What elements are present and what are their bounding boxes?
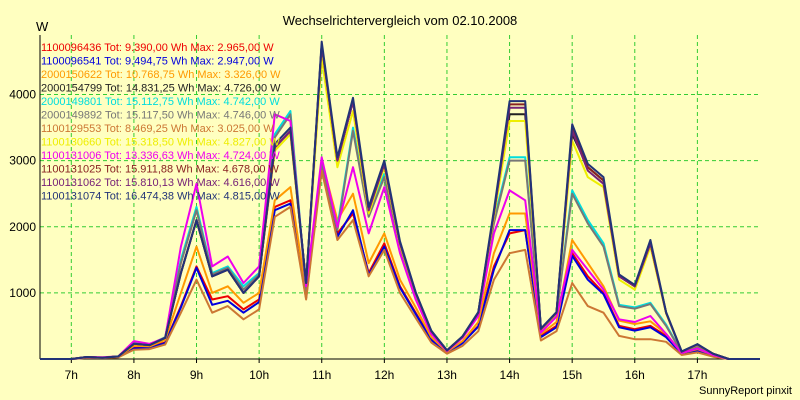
series-line-1100129553 [40, 169, 760, 360]
legend-entry-1100131006: 1100131006 Tot: 13.336,63 Wh Max: 4.724,… [41, 150, 280, 162]
legend-entry-2000149801: 2000149801 Tot: 15.112,75 Wh Max: 4.742,… [41, 96, 280, 108]
x-tick-label: 16h [625, 368, 645, 382]
legend-entry-2000150622: 2000150622 Tot: 10.768,75 Wh Max: 3.326,… [41, 69, 281, 81]
series-lines [40, 40, 760, 360]
y-tick-labels: 1000 2000 3000 4000 [9, 88, 36, 300]
legend: 1100096436 Tot: 9.390,00 Wh Max: 2.965,0… [41, 42, 281, 203]
legend-entry-1100096541: 1100096541 Tot: 9.494,75 Wh Max: 2.947,0… [41, 56, 274, 68]
series-line-2000150622 [40, 159, 760, 360]
axes [39, 35, 760, 363]
y-tick-label: 1000 [9, 286, 36, 300]
legend-entry-2000154799: 2000154799 Tot: 14.831,25 Wh Max: 4.726,… [41, 83, 281, 95]
legend-entry-1100129553: 1100129553 Tot: 8.469,25 Wh Max: 3.025,0… [41, 123, 274, 135]
legend-entry-1100131025: 1100131025 Tot: 15.911,88 Wh Max: 4.678,… [41, 164, 280, 176]
x-tick-label: 7h [65, 368, 78, 382]
x-tick-label: 10h [249, 368, 269, 382]
x-tick-label: 9h [190, 368, 203, 382]
legend-entry-2000149892: 2000149892 Tot: 15.117,50 Wh Max: 4.746,… [41, 110, 280, 122]
legend-entry-1100131074: 1100131074 Tot: 16.474,38 Wh Max: 4.815,… [41, 191, 280, 203]
y-tick-label: 2000 [9, 220, 36, 234]
y-tick-label: 3000 [9, 154, 36, 168]
series-line-1100131074 [40, 40, 760, 360]
x-tick-labels: 7h 8h 9h 10h 11h 12h 13h 14h 15h 16h 17h [65, 368, 708, 382]
legend-entry-1100131062: 1100131062 Tot: 15.810,13 Wh Max: 4.616,… [41, 177, 280, 189]
x-tick-label: 14h [500, 368, 520, 382]
x-tick-label: 8h [127, 368, 140, 382]
x-tick-label: 17h [687, 368, 707, 382]
x-tick-label: 11h [312, 368, 331, 382]
x-tick-label: 13h [437, 368, 457, 382]
x-tick-label: 12h [374, 368, 394, 382]
footer-credit: SunnyReport pinxit [699, 385, 792, 397]
series-line-1100096541 [40, 162, 760, 360]
y-axis-label: W [36, 19, 49, 34]
chart-title: Wechselrichtervergleich vom 02.10.2008 [283, 13, 518, 28]
y-tick-label: 4000 [9, 88, 36, 102]
x-tick-label: 15h [562, 368, 582, 382]
legend-entry-1100096436: 1100096436 Tot: 9.390,00 Wh Max: 2.965,0… [41, 42, 274, 54]
legend-entry-1100130660: 1100130660 Tot: 15.318,50 Wh Max: 4.827,… [41, 137, 280, 149]
